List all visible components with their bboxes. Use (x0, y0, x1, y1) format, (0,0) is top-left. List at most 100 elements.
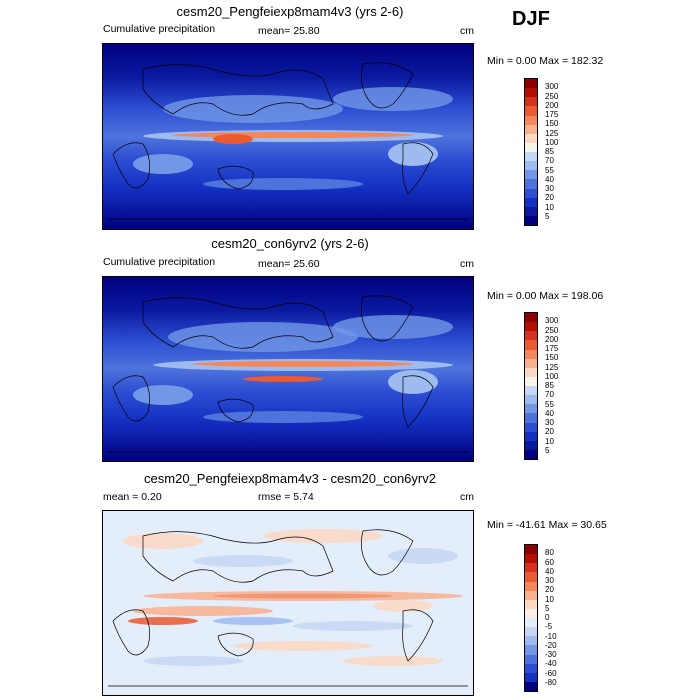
colorbar-tick-label: 40 (545, 566, 554, 576)
panel-3-mid-label: rmse = 5.74 (258, 491, 314, 503)
panel-2-minmax: Min = 0.00 Max = 198.06 (487, 290, 604, 302)
panel-2-colorbar-labels: 300 250 200 175 150 125 100 85 70 55 40 30 20 10 5 (545, 312, 585, 460)
colorbar-swatch (525, 449, 537, 459)
colorbar-tick-label: 60 (545, 557, 554, 567)
colorbar-swatch (525, 331, 537, 341)
colorbar-tick-label: 55 (545, 399, 554, 409)
colorbar-tick-label: 0 (545, 613, 550, 622)
colorbar-swatch (525, 590, 537, 600)
colorbar-swatch (525, 322, 537, 332)
colorbar-swatch (525, 313, 537, 323)
colorbar-swatch (525, 618, 537, 628)
colorbar-tick-label: 30 (545, 576, 554, 585)
colorbar-swatch (525, 170, 537, 180)
colorbar-tick-label: 10 (545, 594, 554, 604)
colorbar-swatch (525, 663, 537, 673)
colorbar-tick-label: 125 (545, 128, 559, 138)
colorbar-tick-label: -10 (545, 631, 557, 641)
colorbar-swatch (525, 133, 537, 143)
colorbar-tick-label: 100 (545, 371, 559, 381)
panel-2-title: cesm20_con6yrv2 (yrs 2-6) (211, 236, 369, 251)
colorbar-tick-label: 10 (545, 436, 554, 446)
colorbar-tick-label: 85 (545, 381, 554, 390)
colorbar-tick-label: -30 (545, 650, 557, 659)
colorbar-swatch (525, 608, 537, 618)
colorbar-swatch (525, 681, 537, 691)
colorbar-swatch (525, 581, 537, 591)
colorbar-swatch (525, 563, 537, 573)
colorbar-swatch (525, 645, 537, 655)
colorbar-swatch (525, 672, 537, 682)
panel-1-unit: cm (460, 25, 474, 37)
colorbar-swatch (525, 206, 537, 216)
panel-3-minmax: Min = -41.61 Max = 30.65 (487, 519, 607, 531)
colorbar-swatch (525, 545, 537, 555)
colorbar-swatch (525, 142, 537, 152)
colorbar-tick-label: 40 (545, 174, 554, 184)
panel-1-colorbar-labels: 300 250 200 175 150 125 100 85 70 55 40 30 20 10 5 (545, 78, 585, 226)
colorbar-swatch (525, 599, 537, 609)
panel-3-colorbar-labels: 80 60 40 30 20 10 5 0 -5 -10 -20 -30 -40 -60 -80 (545, 544, 585, 692)
colorbar-swatch (525, 440, 537, 450)
colorbar-swatch (525, 115, 537, 125)
colorbar-tick-label: 40 (545, 408, 554, 418)
colorbar-swatch (525, 152, 537, 162)
colorbar-tick-label: 300 (545, 82, 559, 92)
colorbar-swatch (525, 358, 537, 368)
colorbar-tick-label: -60 (545, 668, 557, 678)
colorbar-swatch (525, 431, 537, 441)
colorbar-tick-label: 70 (545, 156, 554, 166)
colorbar-tick-label: -20 (545, 640, 557, 650)
panel-2-unit: cm (460, 258, 474, 270)
colorbar-tick-label: 125 (545, 362, 559, 372)
colorbar-swatch (525, 188, 537, 198)
colorbar-tick-label: 30 (545, 184, 554, 193)
colorbar-swatch (525, 422, 537, 432)
colorbar-tick-label: 300 (545, 316, 559, 326)
colorbar-tick-label: 200 (545, 100, 559, 110)
colorbar-swatch (525, 572, 537, 582)
season-label: DJF (512, 8, 550, 30)
colorbar-tick-label: 5 (545, 445, 550, 455)
colorbar-tick-label: 5 (545, 603, 550, 613)
colorbar-tick-label: 80 (545, 548, 554, 558)
colorbar-tick-label: -80 (545, 677, 557, 687)
colorbar-swatch (525, 554, 537, 564)
colorbar-swatch (525, 367, 537, 377)
colorbar-tick-label: 30 (545, 418, 554, 427)
panel-2-left-label: Cumulative precipitation (103, 256, 216, 268)
colorbar-swatch (525, 161, 537, 171)
colorbar-swatch (525, 349, 537, 359)
colorbar-tick-label: -40 (545, 659, 557, 669)
colorbar-tick-label: 10 (545, 202, 554, 212)
colorbar-tick-label: 5 (545, 211, 550, 221)
panel-1-map (102, 43, 474, 230)
panel-3-unit: cm (460, 491, 474, 503)
panel-1-minmax: Min = 0.00 Max = 182.32 (487, 55, 604, 67)
colorbar-swatch (525, 413, 537, 423)
colorbar-tick-label: 70 (545, 390, 554, 400)
colorbar-swatch (525, 404, 537, 414)
colorbar-tick-label: 20 (545, 427, 554, 437)
colorbar-tick-label: 85 (545, 147, 554, 156)
colorbar-tick-label: 20 (545, 193, 554, 203)
colorbar-tick-label: 100 (545, 137, 559, 147)
panel-2-mid-label: mean= 25.60 (258, 258, 320, 270)
colorbar-swatch (525, 215, 537, 225)
colorbar-tick-label: 200 (545, 334, 559, 344)
panel-1-left-label: Cumulative precipitation (103, 23, 216, 35)
panel-3-title: cesm20_Pengfeiexp8mam4v3 - cesm20_con6yr… (144, 471, 436, 486)
colorbar-swatch (525, 106, 537, 116)
colorbar-tick-label: 175 (545, 110, 559, 119)
panel-2-colorbar (524, 312, 538, 460)
colorbar-tick-label: 250 (545, 325, 559, 335)
colorbar-swatch (525, 636, 537, 646)
colorbar-tick-label: 250 (545, 91, 559, 101)
colorbar-swatch (525, 79, 537, 89)
colorbar-swatch (525, 386, 537, 396)
colorbar-swatch (525, 376, 537, 386)
panel-3-colorbar (524, 544, 538, 692)
colorbar-swatch (525, 627, 537, 637)
colorbar-swatch (525, 340, 537, 350)
colorbar-tick-label: 150 (545, 119, 559, 129)
